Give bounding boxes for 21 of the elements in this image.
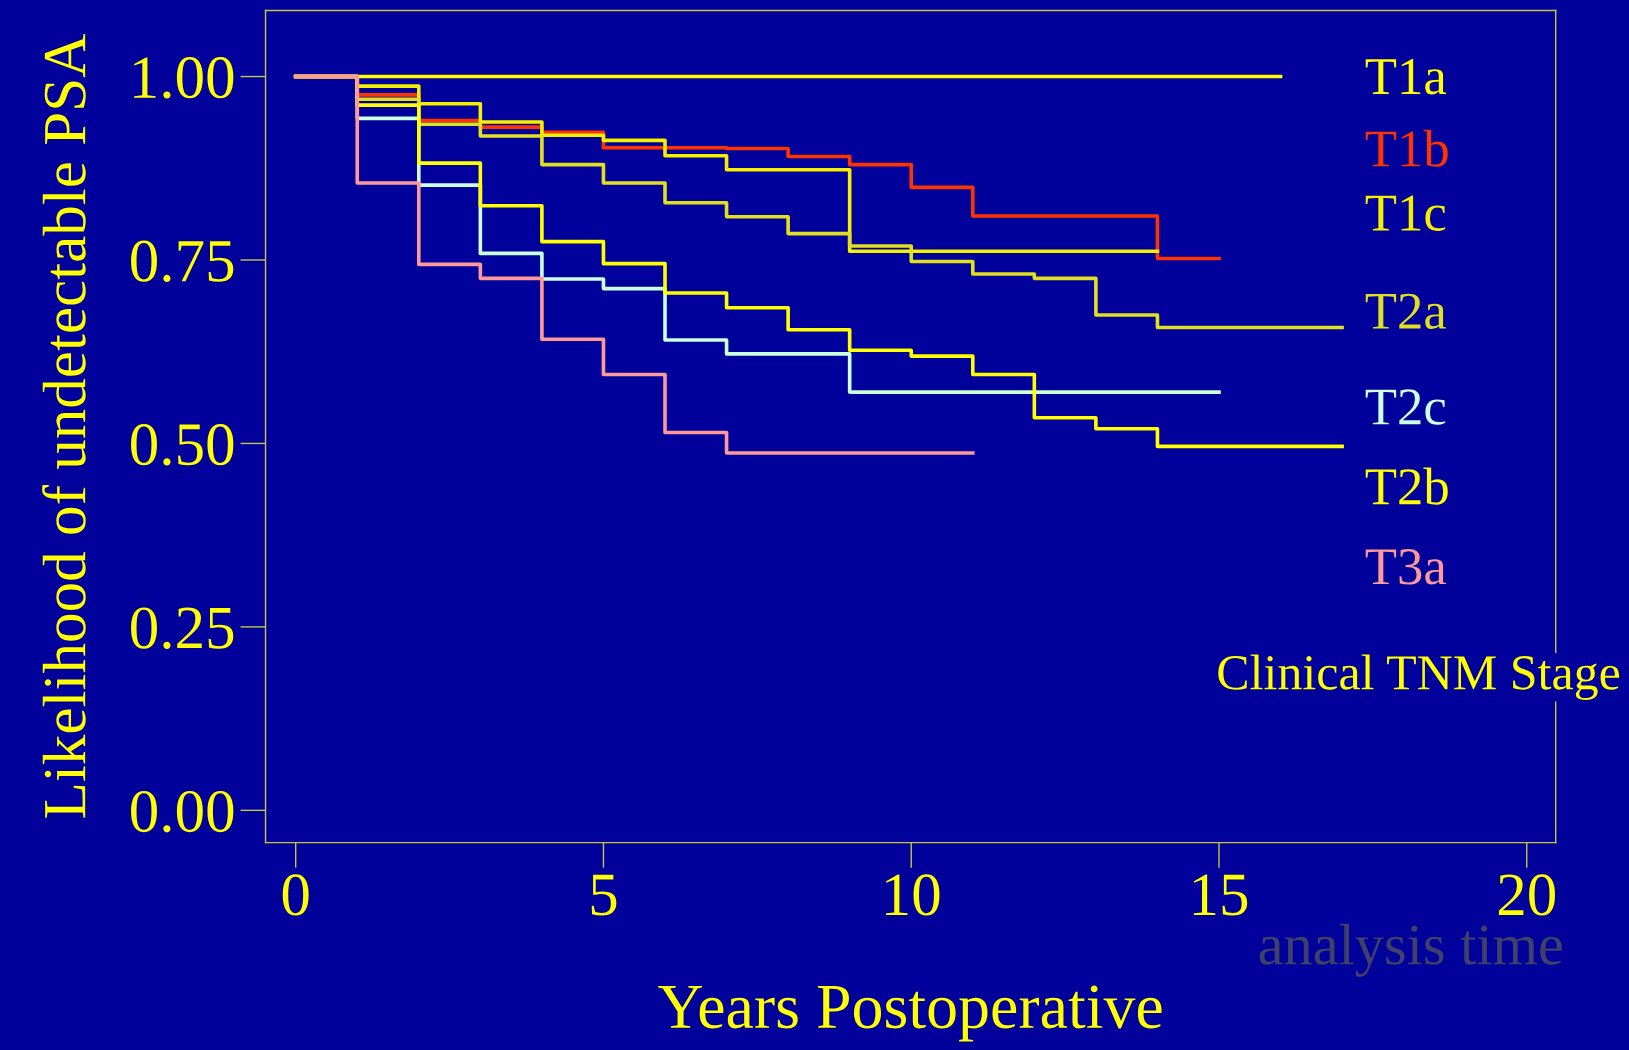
x-tick-label: 0 [282,874,309,916]
x-tick-label: 5 [591,874,617,916]
text: T3a [1365,549,1447,585]
y-tick-label: 1.00 [134,57,234,99]
y-tick-label: 0.50 [131,424,234,466]
series-label: T2b [1365,467,1448,505]
x-axis-title: Years Postoperative [658,985,1162,1042]
text: analysis time [1259,923,1562,977]
y-tick-label: 0.25 [131,607,234,649]
series-label: T2a [1365,293,1447,330]
text: T1b [1365,129,1448,167]
legend-title: Clinical TNM Stage [1218,654,1620,700]
series-label: T1a [1365,59,1447,95]
x-tick-label: 10 [886,874,940,916]
y-axis-title: Likelihood of undetectable PSA [42,34,86,818]
y-tick-label: 0.75 [131,240,234,283]
y-tick-label: 0.00 [131,790,234,833]
text: T2c [1365,389,1446,425]
text: T1c [1365,195,1446,231]
x-tick-label: 20 [1498,874,1555,916]
x-tick-label: 15 [1193,874,1248,916]
